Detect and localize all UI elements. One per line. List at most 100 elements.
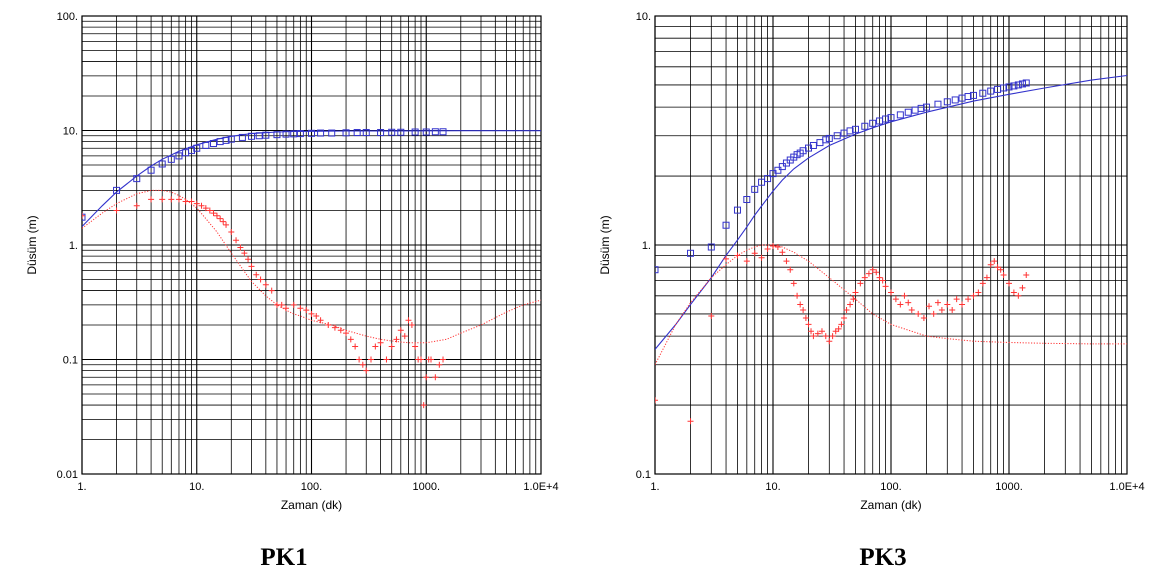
data-point-plus (393, 336, 400, 343)
data-point-square (1022, 79, 1030, 87)
x-tick-label: 100. (301, 481, 322, 493)
y-axis-label: Düsüm (m) (598, 215, 612, 274)
y-tick-label: 0.1 (636, 469, 651, 481)
data-point-square (282, 130, 290, 138)
data-point-square (923, 103, 931, 111)
data-point-plus (297, 305, 304, 312)
data-point-plus (826, 338, 833, 345)
chart-pk3: 1. 10. 100. 1000. 1.0E+40.11.10.Zaman (dk)Dü… (598, 11, 1145, 571)
data-point-square (1010, 82, 1018, 90)
data-point-plus (810, 333, 817, 340)
data-point-plus (975, 289, 982, 296)
x-axis-label: Zaman (dk) (281, 498, 342, 512)
data-point-square (82, 213, 86, 221)
data-point-plus (687, 418, 694, 425)
fit-curve (82, 130, 541, 227)
data-point-plus (383, 356, 390, 363)
data-point-square (411, 128, 419, 136)
data-point-square (296, 130, 304, 138)
data-point-plus (198, 202, 205, 209)
data-point-square (774, 166, 782, 174)
data-point-plus (787, 266, 794, 273)
data-point-square (917, 104, 925, 112)
data-point-plus (708, 312, 715, 319)
data-point-plus (847, 301, 854, 308)
data-point-plus (843, 307, 850, 314)
plot-frame (81, 15, 542, 475)
data-point-plus (313, 312, 320, 319)
data-point-plus (408, 322, 415, 329)
data-point-plus (797, 301, 804, 308)
data-point-plus (723, 255, 730, 262)
data-point-plus (159, 196, 166, 203)
data-point-square (943, 98, 951, 106)
data-point-plus (363, 367, 370, 374)
data-point-plus (743, 258, 750, 265)
chart-caption: PK1 (260, 544, 307, 571)
data-point-plus (790, 280, 797, 287)
data-point-plus (983, 274, 990, 281)
data-point-plus (938, 307, 945, 314)
data-point-square (896, 111, 904, 119)
data-point-plus (1000, 271, 1007, 278)
data-point-square (687, 249, 695, 257)
data-point-plus (436, 361, 443, 368)
data-point-plus (934, 299, 941, 306)
data-point-plus (248, 263, 255, 270)
data-point-plus (897, 301, 904, 308)
data-point-plus (987, 261, 994, 268)
data-point-square (439, 128, 447, 136)
data-point-plus (805, 321, 812, 328)
x-tick-label: 1. (650, 481, 659, 493)
data-point-square (187, 146, 195, 154)
data-point-plus (838, 321, 845, 328)
data-point-plus (388, 343, 395, 350)
data-point-plus (944, 301, 951, 308)
x-tick-label: 10. (765, 481, 780, 493)
data-point-plus (417, 356, 424, 363)
data-point-square (846, 127, 854, 135)
data-point-plus (202, 205, 209, 212)
data-point-plus (217, 215, 224, 222)
data-point-plus (193, 200, 200, 207)
data-point-square (809, 141, 817, 149)
data-point-square (397, 128, 405, 136)
data-point-plus (210, 210, 217, 217)
data-point-square (722, 221, 730, 229)
x-axis-label: Zaman (dk) (860, 498, 921, 512)
data-point-plus (808, 328, 815, 335)
data-point-plus (303, 307, 310, 314)
plot-frame (654, 15, 1128, 475)
data-point-square (655, 266, 659, 274)
data-point-plus (347, 336, 354, 343)
fit-curve (655, 74, 1127, 350)
data-point-square (147, 166, 155, 174)
y-tick-label: 1. (69, 240, 78, 252)
data-point-square (764, 175, 772, 183)
data-point-plus (865, 270, 872, 277)
data-point-square (822, 136, 830, 144)
data-point-plus (800, 307, 807, 314)
series-square (82, 128, 447, 221)
data-point-plus (953, 296, 960, 303)
data-point-plus (206, 207, 213, 214)
derivative-fit-curve (655, 244, 1127, 365)
data-point-plus (237, 244, 244, 251)
data-point-plus (818, 328, 825, 335)
data-point-plus (268, 287, 275, 294)
data-point-square (969, 91, 977, 99)
data-point-plus (133, 202, 140, 209)
data-point-plus (233, 237, 240, 244)
data-point-plus (1019, 284, 1026, 291)
series-square (655, 79, 1030, 274)
data-point-plus (1015, 292, 1022, 299)
y-tick-label: 10. (636, 11, 651, 23)
grid (81, 16, 541, 475)
data-layer (82, 128, 541, 409)
data-point-plus (861, 274, 868, 281)
data-layer (655, 74, 1127, 425)
data-point-plus (343, 330, 350, 337)
data-point-square (308, 129, 315, 137)
x-tick-label: 1. (77, 481, 86, 493)
data-point-plus (783, 258, 790, 265)
